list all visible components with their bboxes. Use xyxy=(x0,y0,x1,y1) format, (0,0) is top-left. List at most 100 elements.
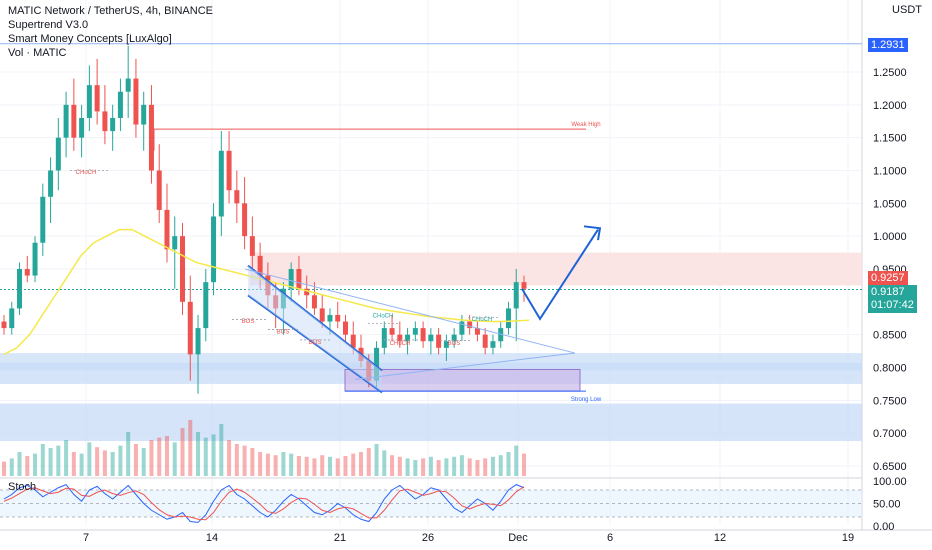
volume-bar xyxy=(436,460,441,476)
volume-bar xyxy=(382,450,387,476)
candle-body xyxy=(234,190,240,204)
candle-body xyxy=(79,117,85,138)
volume-bar xyxy=(110,452,115,476)
x-tick-label: 19 xyxy=(842,532,854,544)
y-tick-label: 1.2500 xyxy=(873,67,907,79)
candle-body xyxy=(195,328,201,355)
indicator-supertrend[interactable]: Supertrend V3.0 xyxy=(8,19,89,31)
volume-bar xyxy=(2,461,6,476)
volume-bar xyxy=(327,456,332,476)
volume-bar xyxy=(522,453,526,476)
time-axis[interactable]: 7 14 21 26 Dec 6 12 19 xyxy=(83,532,854,544)
volume-bar xyxy=(188,420,193,476)
candle-body xyxy=(117,91,123,118)
x-tick-label: 6 xyxy=(607,532,613,544)
y-tick-label: 1.2000 xyxy=(873,100,907,112)
volume-bar xyxy=(48,448,53,476)
volume-bar xyxy=(312,458,317,476)
candle-body xyxy=(498,328,504,342)
y-tick-label: 0.7000 xyxy=(873,428,907,440)
volume-bar xyxy=(17,452,22,476)
candle-body xyxy=(474,328,480,335)
indicator-smc[interactable]: Smart Money Concepts [LuxAlgo] xyxy=(8,33,172,45)
volume-bar xyxy=(126,432,131,476)
volume-bar xyxy=(234,444,239,476)
candle-body xyxy=(1,321,7,329)
candle-body xyxy=(156,170,162,210)
volume-bar xyxy=(397,456,402,476)
bos-label: BOS xyxy=(277,329,290,335)
candle-body xyxy=(482,334,488,348)
volume-bar xyxy=(413,460,418,476)
volume-bar xyxy=(428,456,433,476)
overlay-layer: Weak High Strong Low CHoCH CHoCH CHoCH CHoCH B… xyxy=(3,122,602,403)
indicator-volume[interactable]: Vol · MATIC xyxy=(8,47,67,59)
candle-body xyxy=(242,203,248,237)
chart-legend: MATIC Network / TetherUS, 4h, BINANCE Su… xyxy=(8,4,213,60)
candle-body xyxy=(55,137,61,171)
candle-body xyxy=(397,334,403,342)
weak-high-label: Weak High xyxy=(571,122,600,128)
volume-bar xyxy=(514,445,519,476)
volume-bar xyxy=(40,444,45,476)
channel-fill xyxy=(248,265,382,393)
volume-bar xyxy=(227,440,232,476)
volume-bar xyxy=(79,453,84,476)
candle-body xyxy=(350,334,356,348)
volume-bar xyxy=(483,458,488,476)
candle-body xyxy=(17,269,23,309)
volume-bar xyxy=(25,456,30,476)
bos-label: BOS xyxy=(448,341,461,347)
demand-zone-band-1 xyxy=(0,353,862,363)
volume-bar xyxy=(289,453,294,476)
candle-body xyxy=(436,334,442,348)
order-block xyxy=(345,369,580,392)
volume-bar xyxy=(9,458,14,476)
y-tick-label: 0.8000 xyxy=(873,363,907,375)
candle-body xyxy=(296,269,302,289)
y-tick-label: 1.1000 xyxy=(873,166,907,178)
price-axis[interactable]: 1.25001.20001.15001.10001.05001.00000.95… xyxy=(873,67,907,533)
candle-body xyxy=(521,282,527,289)
wedge-lower xyxy=(354,352,576,380)
symbol-title[interactable]: MATIC Network / TetherUS, 4h, BINANCE xyxy=(8,5,213,17)
volume-bar xyxy=(87,442,92,476)
candle-body xyxy=(311,295,317,309)
volume-bar xyxy=(211,434,216,476)
candle-body xyxy=(9,308,15,329)
volume-bar xyxy=(498,455,503,476)
supply-zone xyxy=(250,252,862,286)
price-tag-top: 1.2931 xyxy=(868,38,908,52)
volume-bar xyxy=(421,458,426,476)
y-tick-label: 1.0000 xyxy=(873,231,907,243)
volume-bar xyxy=(219,424,224,476)
volume-bar xyxy=(265,453,270,476)
volume-bar xyxy=(196,432,201,476)
volume-bar xyxy=(335,458,340,476)
candle-body xyxy=(443,341,449,348)
x-tick-label: Dec xyxy=(508,532,528,544)
stoch-tick-label: 0.00 xyxy=(873,521,894,533)
candle-body xyxy=(102,111,108,132)
bos-label: BOS xyxy=(309,340,322,346)
volume-bar xyxy=(506,452,511,476)
candle-body xyxy=(86,85,92,118)
candle-body xyxy=(467,321,473,329)
candle-body xyxy=(374,347,380,381)
x-tick-label: 26 xyxy=(422,532,434,544)
volume-bars xyxy=(2,420,526,476)
choch-label: CHoCH xyxy=(390,341,411,347)
stoch-tick-label: 100.00 xyxy=(873,476,907,488)
stoch-label[interactable]: Stoch xyxy=(8,481,37,493)
volume-bar xyxy=(33,453,38,476)
volume-bar xyxy=(444,458,449,476)
y-tick-label: 1.0500 xyxy=(873,198,907,210)
candle-body xyxy=(327,314,333,322)
candle-body xyxy=(389,328,395,335)
volume-bar xyxy=(490,456,495,476)
volume-bar xyxy=(56,445,61,476)
volume-bar xyxy=(118,445,123,476)
y-tick-label: 1.1500 xyxy=(873,133,907,145)
volume-bar xyxy=(164,436,169,476)
